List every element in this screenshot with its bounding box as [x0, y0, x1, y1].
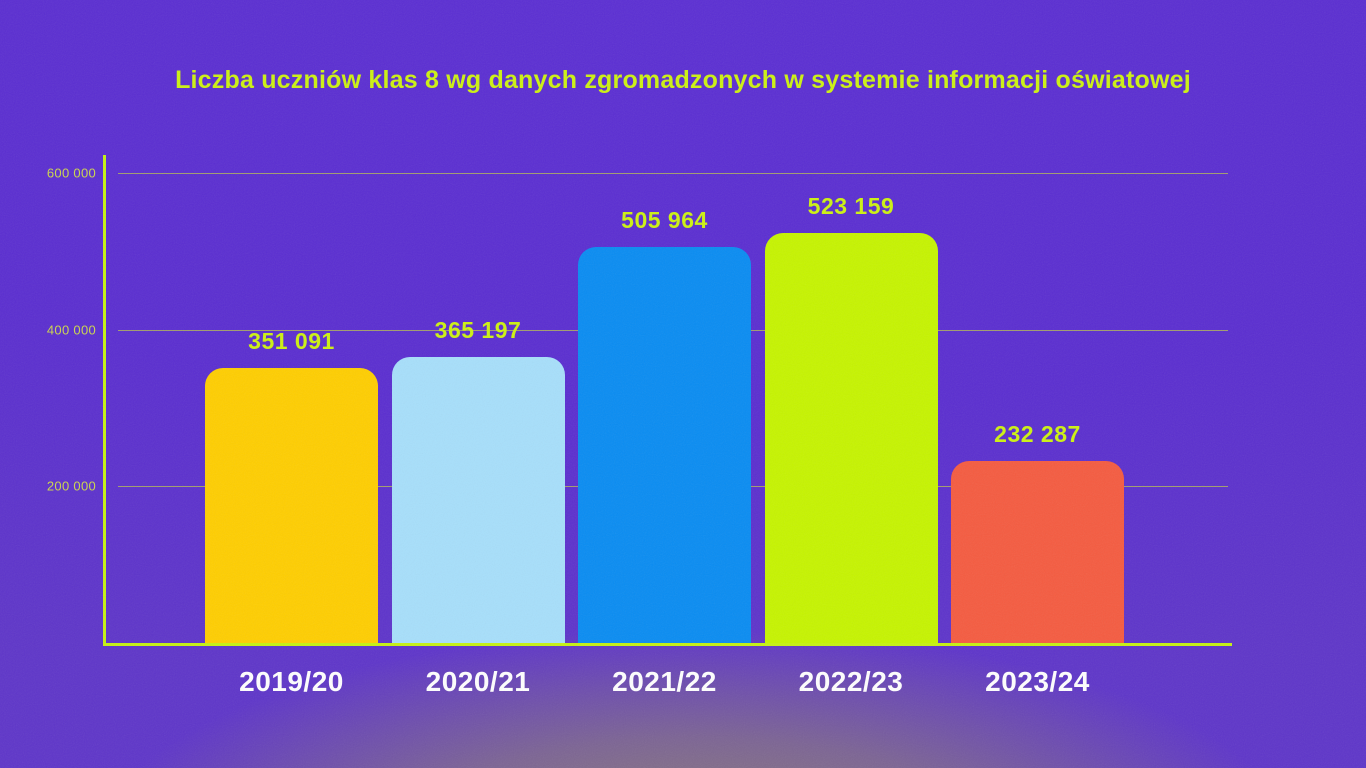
bar-2023-24 [951, 461, 1124, 643]
x-axis-category-label: 2020/21 [425, 666, 531, 697]
bar-2020-21 [391, 356, 565, 643]
x-axis-category-label: 2019/20 [239, 666, 344, 697]
y-axis-tick-label: 400 000 [46, 322, 96, 338]
x-axis-category-label: 2023/24 [985, 666, 1090, 697]
x-axis-line [103, 643, 1232, 646]
bar-2019-20 [205, 367, 378, 643]
bar-2022-23 [764, 233, 938, 643]
bar-value-label: 505 964 [621, 206, 708, 233]
y-axis-tick-label: 600 000 [46, 165, 96, 181]
x-axis-category-label: 2021/22 [612, 666, 717, 697]
gridline-600000 [118, 173, 1228, 174]
x-axis-category-label: 2022/23 [798, 666, 904, 697]
y-axis-line [103, 155, 106, 646]
bar-value-label: 365 197 [434, 316, 522, 343]
bar-2021-22 [578, 246, 751, 643]
bar-value-label: 351 091 [248, 327, 335, 354]
y-axis-tick-label: 200 000 [46, 478, 96, 494]
bar-value-label: 232 287 [994, 421, 1081, 448]
chart-title: Liczba uczniów klas 8 wg danych zgromadz… [175, 66, 1191, 94]
bar-value-label: 523 159 [807, 193, 895, 220]
